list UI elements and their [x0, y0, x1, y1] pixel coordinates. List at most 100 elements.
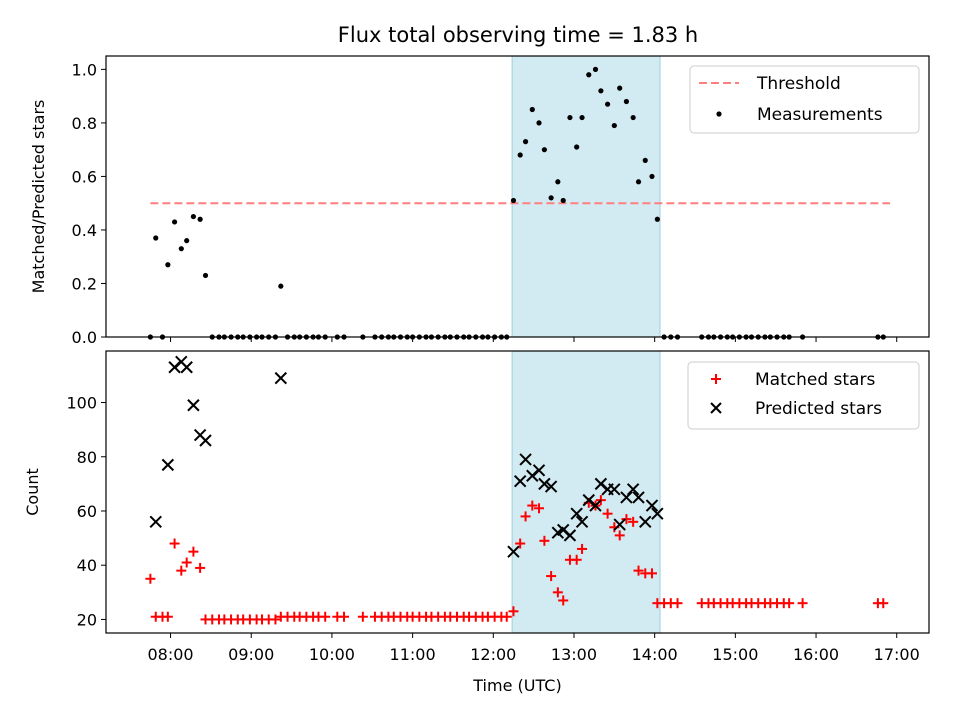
predicted-star-point: [199, 434, 212, 447]
count-panel-frame: [105, 350, 930, 634]
matched-star-point: [181, 557, 192, 568]
matched-star-point: [145, 573, 156, 584]
y-tick-label: 40: [77, 556, 97, 575]
legend-threshold-label: Threshold: [756, 74, 841, 94]
legend-measurements-swatch: [716, 111, 722, 117]
predicted-star-point: [161, 458, 175, 472]
predicted-star-point: [538, 477, 551, 491]
predicted-star-point: [589, 499, 602, 512]
x-tick-label: 13:00: [551, 645, 597, 664]
y-tick-label: 0.8: [72, 114, 97, 133]
predicted-star-point: [507, 545, 520, 558]
y-tick-label: 80: [77, 448, 97, 467]
measurement-point: [178, 246, 184, 252]
measurement-point: [617, 85, 623, 91]
predicted-star-point: [544, 480, 558, 493]
measurement-point: [190, 213, 197, 220]
y-tick-label: 1.0: [72, 60, 97, 79]
predicted-star-point: [180, 361, 193, 374]
measurement-point: [165, 262, 171, 268]
measurement-point: [654, 216, 660, 222]
measurement-point: [197, 216, 203, 222]
measurement-point: [555, 179, 561, 185]
measurement-point: [635, 179, 642, 185]
measurement-point: [517, 152, 523, 158]
measurement-point: [574, 144, 580, 150]
observing-window-span: [511, 350, 661, 634]
measurement-point: [171, 219, 178, 225]
ratio-legend: Threshold Measurements: [689, 65, 920, 134]
measurement-point: [541, 147, 547, 153]
matched-star-point: [188, 546, 199, 557]
measurement-point: [536, 120, 542, 126]
y-tick-label: 20: [77, 610, 97, 629]
measurement-point: [202, 272, 209, 279]
measurement-point: [548, 195, 554, 201]
measurement-point: [560, 197, 566, 204]
matched-star-point: [527, 500, 538, 511]
measurement-point: [567, 114, 573, 121]
matched-star-point: [534, 503, 545, 514]
legend-predicted-swatch: [710, 402, 722, 414]
matched-star-point: [628, 516, 639, 527]
legend-predicted-label: Predicted stars: [755, 399, 882, 419]
x-tick-label: 12:00: [470, 645, 516, 664]
predicted-star-point: [570, 507, 583, 520]
legend-measurements-label: Measurements: [757, 105, 883, 125]
predicted-star-point: [613, 518, 626, 531]
predicted-star-point: [608, 483, 621, 496]
measurement-point: [630, 114, 636, 121]
x-tick-label: 09:00: [228, 645, 274, 664]
matched-star-point: [646, 568, 657, 579]
matched-star-point: [784, 598, 795, 609]
measurement-point: [642, 157, 648, 163]
predicted-star-point: [645, 499, 659, 512]
measurement-point: [604, 101, 611, 107]
measurement-point: [579, 114, 585, 121]
matched-star-point: [546, 571, 557, 582]
predicted-star-point: [187, 399, 200, 412]
measurement-point: [278, 283, 284, 289]
x-tick-label: 10:00: [309, 645, 355, 664]
matched-star-point: [571, 554, 582, 565]
count-legend: Matched stars Predicted stars: [687, 361, 920, 430]
measurement-point: [586, 72, 592, 78]
ratio-y-axis-label: Matched/Predicted stars: [29, 100, 48, 294]
count-legend-box: [687, 361, 920, 430]
matched-star-point: [320, 611, 331, 622]
matched-star-point: [621, 514, 632, 525]
measurement-point: [522, 139, 529, 145]
y-tick-label: 0.0: [72, 328, 97, 347]
predicted-star-point: [532, 464, 546, 477]
legend-matched-swatch: [711, 374, 721, 384]
predicted-star-point: [626, 483, 640, 496]
count-y-axis-label: Count: [23, 468, 42, 516]
matched-star-point: [614, 530, 625, 541]
predicted-star-point: [519, 453, 532, 466]
matched-star-point: [558, 595, 569, 606]
measurement-point: [649, 173, 655, 180]
predicted-star-point: [563, 529, 577, 542]
count-panel: 20 40 60 80 100 08:00 09:00 10:00 11:00 12:00 13:…: [23, 350, 930, 695]
measurement-point: [529, 106, 535, 113]
x-tick-label: 08:00: [147, 645, 193, 664]
ratio-panel: 0.0 0.2 0.4 0.6 0.8 1.0 Matched/Predicted sta…: [29, 55, 930, 347]
matched-star-point: [501, 611, 512, 622]
measurement-point: [510, 197, 517, 204]
matched-star-point: [539, 535, 550, 546]
matched-star-point: [878, 598, 889, 609]
y-tick-label: 0.4: [72, 221, 97, 240]
matched-star-point: [357, 611, 368, 622]
matched-star-point: [176, 565, 187, 576]
matched-star-point: [633, 565, 644, 576]
x-tick-label: 11:00: [390, 645, 436, 664]
ratio-legend-box: [689, 65, 920, 134]
matched-star-point: [508, 606, 519, 617]
x-tick-label: 14:00: [632, 645, 678, 664]
matched-star-point: [520, 511, 531, 522]
predicted-star-point: [274, 371, 288, 385]
measurement-point: [598, 88, 604, 94]
predicted-star-point: [149, 515, 162, 529]
matched-star-point: [339, 611, 350, 622]
matched-star-point: [515, 538, 526, 549]
